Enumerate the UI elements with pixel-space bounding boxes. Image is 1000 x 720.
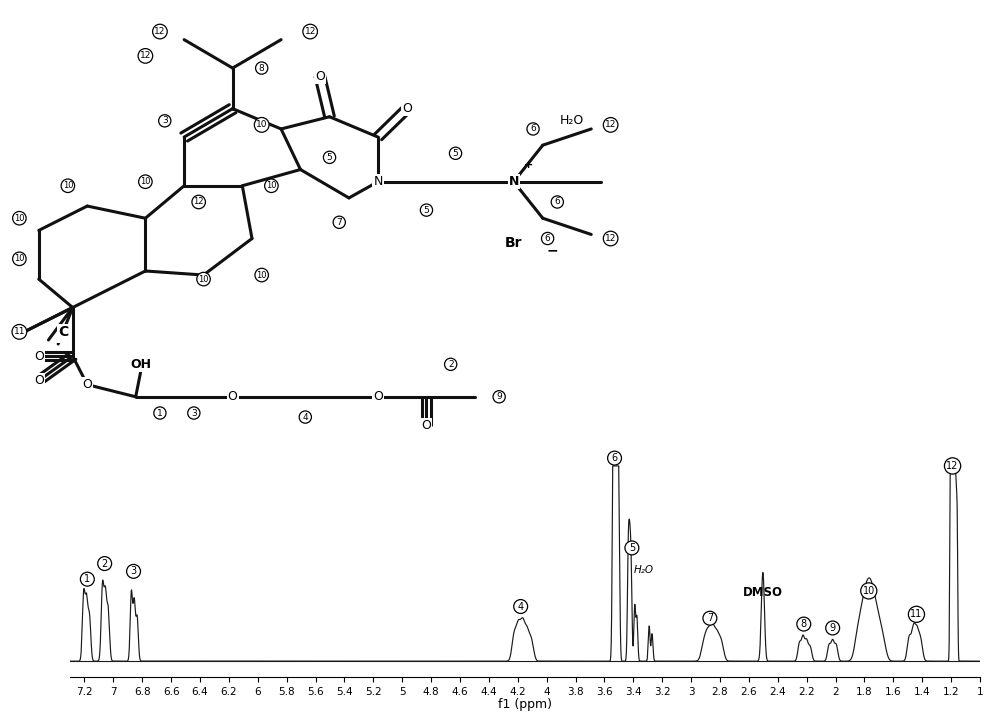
X-axis label: f1 (ppm): f1 (ppm) <box>498 698 552 711</box>
Text: OH: OH <box>130 358 151 371</box>
Text: 1: 1 <box>84 574 90 584</box>
Text: 5: 5 <box>629 543 635 553</box>
Text: O: O <box>422 419 431 432</box>
Text: H₂O: H₂O <box>633 565 653 575</box>
Text: 10: 10 <box>63 181 73 190</box>
Text: O: O <box>34 374 44 387</box>
Text: O: O <box>373 390 383 403</box>
Text: 10: 10 <box>863 586 875 596</box>
Text: N: N <box>373 175 383 188</box>
Text: O: O <box>315 70 325 83</box>
Text: 5: 5 <box>327 153 332 162</box>
Text: 10: 10 <box>266 181 277 190</box>
Text: 9: 9 <box>496 392 502 401</box>
Text: 1: 1 <box>157 408 163 418</box>
Text: 10: 10 <box>198 274 209 284</box>
Text: 12: 12 <box>193 197 204 207</box>
Text: 7: 7 <box>336 217 342 227</box>
Text: O: O <box>228 390 238 403</box>
Text: 2: 2 <box>102 559 108 569</box>
Text: 9: 9 <box>830 623 836 633</box>
Text: 12: 12 <box>304 27 316 36</box>
Text: 12: 12 <box>140 51 151 60</box>
Text: 2: 2 <box>448 360 454 369</box>
Text: 8: 8 <box>801 619 807 629</box>
Text: 6: 6 <box>545 234 550 243</box>
Text: 5: 5 <box>424 206 429 215</box>
Text: 5: 5 <box>453 149 458 158</box>
Text: 6: 6 <box>611 453 618 463</box>
Text: 10: 10 <box>14 254 25 264</box>
Text: 10: 10 <box>140 177 151 186</box>
Text: C: C <box>58 325 68 339</box>
Text: 12: 12 <box>946 461 959 471</box>
Text: −: − <box>547 243 558 258</box>
Text: 6: 6 <box>530 125 536 133</box>
Text: DMSO: DMSO <box>743 585 783 599</box>
Text: O: O <box>402 102 412 115</box>
Text: 3: 3 <box>191 408 197 418</box>
Text: 4: 4 <box>518 601 524 611</box>
Text: 11: 11 <box>14 328 25 336</box>
Text: 3: 3 <box>130 567 137 577</box>
Text: 12: 12 <box>605 234 616 243</box>
Text: 3: 3 <box>162 117 168 125</box>
Text: N: N <box>509 175 519 188</box>
Text: C: C <box>58 330 68 343</box>
Text: 10: 10 <box>256 120 267 130</box>
Text: 10: 10 <box>256 271 267 279</box>
Text: H₂O: H₂O <box>560 114 584 127</box>
Text: 12: 12 <box>605 120 616 130</box>
Text: 10: 10 <box>14 214 25 222</box>
Text: +: + <box>523 160 533 169</box>
Text: Br: Br <box>505 235 522 250</box>
Text: 12: 12 <box>154 27 166 36</box>
Text: 11: 11 <box>910 609 923 619</box>
Text: 4: 4 <box>302 413 308 422</box>
Text: O: O <box>34 350 44 363</box>
Text: 8: 8 <box>259 63 265 73</box>
Text: O: O <box>82 378 92 391</box>
Text: 6: 6 <box>554 197 560 207</box>
Text: 7: 7 <box>707 613 713 624</box>
